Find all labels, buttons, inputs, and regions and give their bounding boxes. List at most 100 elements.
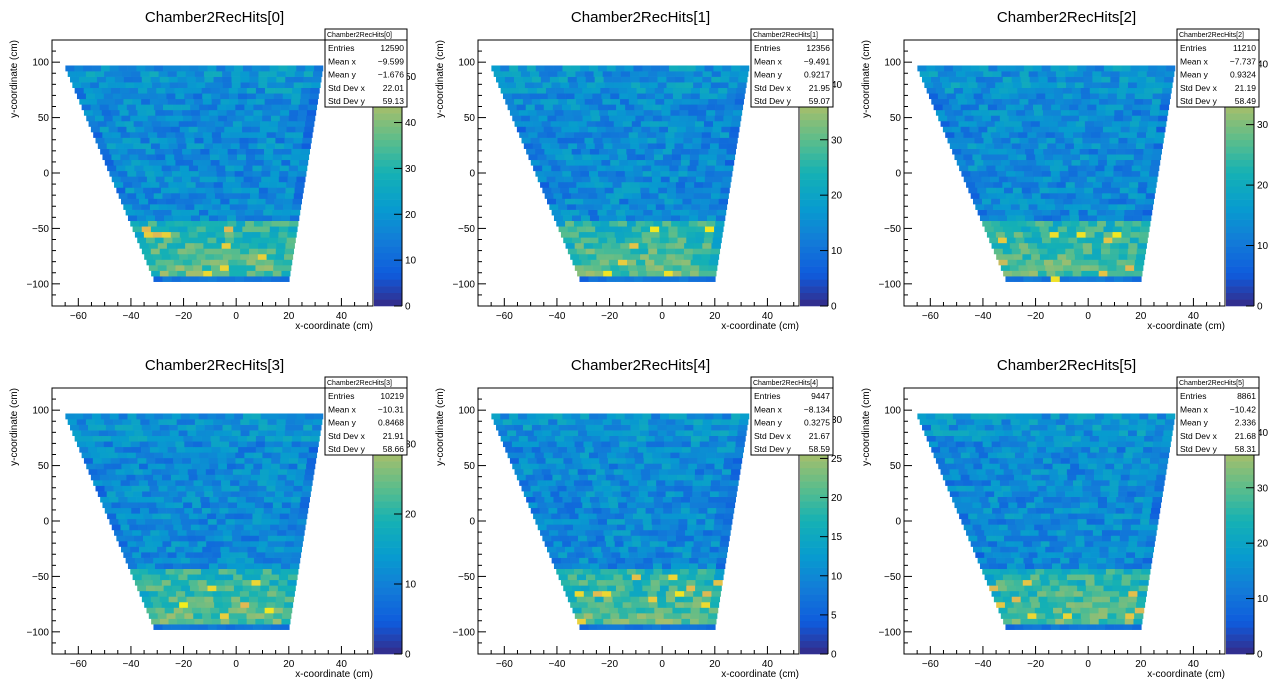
bin — [942, 82, 952, 89]
bin — [626, 463, 636, 470]
bin — [197, 165, 208, 172]
bin — [1087, 209, 1098, 216]
bin — [115, 491, 125, 497]
bin — [1093, 187, 1103, 194]
bin — [710, 485, 720, 492]
color-scale-cell — [800, 587, 828, 595]
bin — [112, 441, 123, 448]
bin — [161, 513, 172, 520]
bin — [603, 76, 613, 83]
color-scale-cell — [1226, 286, 1254, 293]
bin — [576, 248, 587, 255]
bin — [937, 71, 948, 77]
bin — [1111, 120, 1122, 127]
bin — [1046, 137, 1056, 144]
bin — [1149, 165, 1160, 172]
bin — [1095, 170, 1105, 177]
bin — [570, 253, 580, 260]
bin — [90, 126, 101, 133]
bin — [244, 104, 254, 111]
bin — [957, 98, 967, 105]
bin — [235, 452, 245, 459]
bin — [1007, 109, 1017, 116]
bin — [1009, 131, 1019, 138]
bin — [1156, 126, 1166, 133]
bin — [241, 468, 252, 475]
bin — [190, 104, 200, 111]
bin — [1108, 204, 1118, 210]
bin — [705, 165, 716, 172]
bin — [1128, 76, 1138, 83]
bin — [196, 601, 206, 608]
bin — [146, 109, 156, 116]
bin — [141, 446, 151, 453]
bin — [124, 468, 135, 475]
bin — [138, 154, 148, 161]
bin — [1069, 209, 1079, 216]
bin — [579, 624, 589, 630]
bin — [189, 237, 200, 244]
bin — [199, 104, 209, 111]
bin — [1137, 242, 1147, 249]
bin — [1028, 242, 1038, 249]
bin — [581, 176, 591, 183]
color-scale-cell — [1226, 126, 1254, 134]
bin — [1037, 98, 1047, 105]
bin — [211, 131, 222, 138]
bin — [251, 231, 261, 238]
bin — [157, 159, 167, 166]
bin — [280, 215, 291, 222]
y-tick-label: −100 — [26, 279, 49, 290]
bin — [179, 579, 190, 586]
bin — [99, 104, 110, 111]
bin — [596, 231, 607, 238]
bin — [629, 618, 639, 625]
bin — [645, 159, 655, 166]
bin — [246, 259, 256, 266]
bin — [651, 585, 661, 592]
bin — [244, 215, 255, 222]
bin — [675, 419, 685, 425]
bin — [190, 563, 201, 570]
bin — [597, 624, 607, 630]
bin — [628, 264, 638, 271]
bin — [123, 529, 133, 536]
bin — [139, 93, 149, 100]
bin — [296, 413, 306, 420]
bin — [598, 563, 609, 570]
z-tick-label: 10 — [405, 580, 417, 591]
bin — [282, 98, 292, 105]
bin — [629, 242, 639, 249]
bin — [292, 87, 302, 94]
bin — [94, 419, 105, 425]
bin — [203, 485, 213, 492]
bin — [228, 507, 238, 514]
bin — [992, 71, 1002, 77]
bin — [1034, 109, 1044, 116]
bin — [525, 474, 536, 481]
bin — [603, 143, 613, 149]
bin — [643, 104, 653, 111]
stats-value: 21.91 — [383, 431, 405, 441]
bin — [644, 220, 654, 227]
stats-value: 0.8468 — [378, 418, 404, 428]
bin — [553, 215, 564, 222]
bin — [1037, 71, 1048, 77]
bin — [156, 463, 166, 470]
bin — [592, 242, 603, 249]
bin — [194, 270, 204, 277]
bin — [965, 71, 975, 77]
bin — [276, 192, 286, 199]
bin — [684, 192, 694, 199]
bin — [986, 82, 996, 89]
bin — [697, 109, 707, 116]
bin — [690, 446, 700, 453]
bin — [1080, 264, 1091, 271]
bin — [281, 209, 292, 216]
bin — [980, 109, 990, 116]
bin — [280, 276, 290, 282]
bin — [690, 270, 700, 277]
bin — [700, 546, 710, 553]
bin — [180, 413, 191, 420]
bin — [231, 76, 241, 83]
